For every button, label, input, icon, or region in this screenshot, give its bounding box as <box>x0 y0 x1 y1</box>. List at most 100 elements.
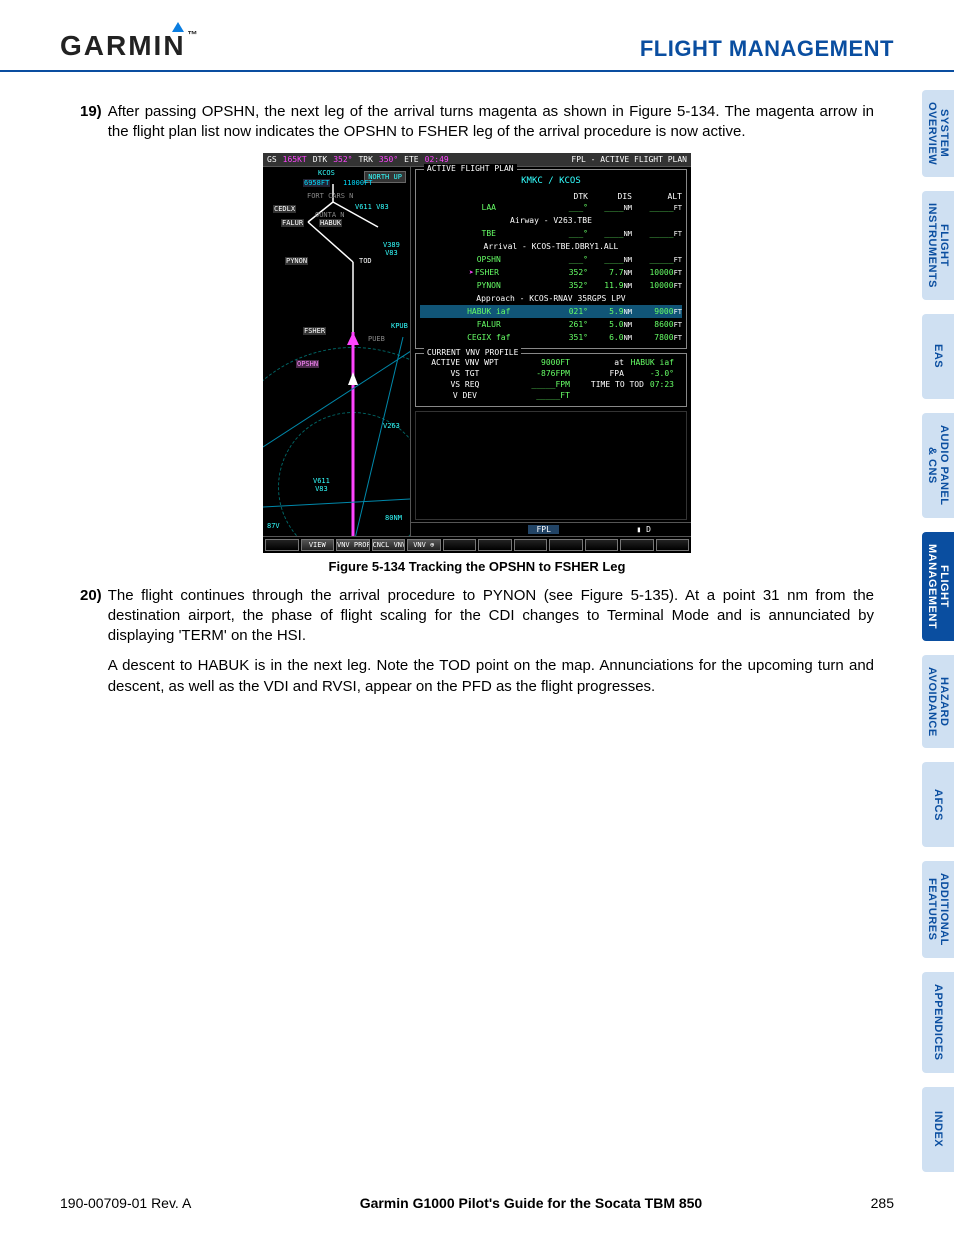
softkey[interactable]: VNV ⊕ <box>407 539 441 551</box>
vnv-r2-l2: FPA <box>570 369 630 378</box>
gs-value: 165KT <box>283 155 307 164</box>
figure-5-134: GS 165KT DTK 352° TRK 350° ETE 02:49 FPL… <box>80 153 874 574</box>
chapter-tab[interactable]: INDEX <box>922 1087 954 1172</box>
mfd-screenshot: GS 165KT DTK 352° TRK 350° ETE 02:49 FPL… <box>263 153 691 553</box>
chapter-tab[interactable]: AUDIO PANEL & CNS <box>922 413 954 517</box>
hdr-alt: ALT <box>632 192 682 201</box>
mfd-right-panel: ACTIVE FLIGHT PLAN KMKC / KCOS DTK DIS A… <box>411 167 691 536</box>
orig-dest: KMKC / KCOS <box>420 176 682 186</box>
chapter-tab[interactable]: HAZARD AVOIDANCE <box>922 655 954 749</box>
mfd-map: NORTH UP <box>263 167 411 536</box>
paragraph-20b: 20) A descent to HABUK is in the next le… <box>80 656 874 697</box>
map-kcos: KCOS <box>318 169 335 177</box>
fp-row: Arrival - KCOS-TBE.DBRY1.ALL <box>420 240 682 253</box>
fp-row: Airway - V263.TBE <box>420 214 682 227</box>
garmin-triangle-icon <box>172 22 184 32</box>
vnv-r1-v: 9000FT <box>510 358 570 367</box>
afp-title: ACTIVE FLIGHT PLAN <box>424 164 517 173</box>
map-fsher: FSHER <box>303 327 326 335</box>
map-fortcarson: FORT CARS N <box>307 192 353 200</box>
para20-text: The flight continues through the arrival… <box>108 586 874 647</box>
hdr-dis: DIS <box>588 192 632 201</box>
chapter-tabs: SYSTEM OVERVIEW FLIGHT INSTRUMENTS EAS AUDI… <box>922 90 954 1172</box>
map-87v: 87V <box>267 522 280 530</box>
vnv-r1-l2: at <box>570 358 630 367</box>
vnv-row-3: VS REQ _____FPM TIME TO TOD 07:23 <box>420 380 682 389</box>
vnv-r3-l2: TIME TO TOD <box>570 380 650 389</box>
trk-label: TRK <box>358 155 372 164</box>
hdr-dtk: DTK <box>548 192 588 201</box>
para20b-text: A descent to HABUK is in the next leg. N… <box>108 656 874 697</box>
vnv-r1-l: ACTIVE VNV WPT <box>420 358 510 367</box>
vnv-row-4: V DEV _____FT <box>420 391 682 400</box>
footer-docnum: 190-00709-01 Rev. A <box>60 1195 191 1211</box>
chapter-tab[interactable]: AFCS <box>922 762 954 847</box>
fp-row: TBE___°____NM_____FT <box>420 227 682 240</box>
trk-value: 350° <box>379 155 398 164</box>
active-flight-plan-panel: ACTIVE FLIGHT PLAN KMKC / KCOS DTK DIS A… <box>415 169 687 349</box>
softkey <box>265 539 299 551</box>
mfd-body: NORTH UP <box>263 167 691 536</box>
vnv-profile-panel: CURRENT VNV PROFILE ACTIVE VNV WPT 9000F… <box>415 353 687 407</box>
legend-fpl: FPL <box>528 525 558 534</box>
map-v389: V389 V83 <box>383 241 400 257</box>
vnv-title: CURRENT VNV PROFILE <box>424 348 522 357</box>
softkey[interactable]: CNCL VNV <box>372 539 406 551</box>
chapter-tab[interactable]: EAS <box>922 314 954 399</box>
fp-row: Approach - KCOS-RNAV 35RGPS LPV <box>420 292 682 305</box>
chapter-tab[interactable]: APPENDICES <box>922 972 954 1073</box>
vnv-r3-l: VS REQ <box>420 380 510 389</box>
fp-row: HABUK iaf021°5.9NM9000FT <box>420 305 682 318</box>
para19-number: 19) <box>80 102 102 143</box>
garmin-logo-text: GARMIN <box>60 30 186 61</box>
para19-text: After passing OPSHN, the next leg of the… <box>108 102 874 143</box>
fp-row: ➤FSHER352°7.7NM10000FT <box>420 266 682 279</box>
page-footer: 190-00709-01 Rev. A Garmin G1000 Pilot's… <box>60 1195 894 1211</box>
gs-label: GS <box>267 155 277 164</box>
map-alt2: 11000FT <box>343 179 373 187</box>
vnv-r2-l: VS TGT <box>420 369 510 378</box>
chapter-tab[interactable]: FLIGHT INSTRUMENTS <box>922 191 954 300</box>
map-v83b: V611 V83 <box>313 477 330 493</box>
softkey <box>549 539 583 551</box>
vnv-r2-v2: -3.0° <box>630 369 682 378</box>
fp-row: OPSHN___°____NM_____FT <box>420 253 682 266</box>
vnv-row-2: VS TGT -876FPM FPA -3.0° <box>420 369 682 378</box>
footer-pagenum: 285 <box>871 1195 894 1211</box>
softkey <box>656 539 690 551</box>
vnv-row-1: ACTIVE VNV WPT 9000FT at HABUK iaf <box>420 358 682 367</box>
fp-column-headers: DTK DIS ALT <box>420 192 682 201</box>
paragraph-19: 19) After passing OPSHN, the next leg of… <box>80 102 874 143</box>
map-vb3: V611 V83 <box>355 203 389 211</box>
fp-row: FALUR261°5.0NM8600FT <box>420 318 682 331</box>
content-area: 19) After passing OPSHN, the next leg of… <box>0 72 954 697</box>
map-ountain: OUNTA N <box>315 211 345 219</box>
legend-d: D <box>646 525 651 534</box>
fpl-title: FPL - ACTIVE FLIGHT PLAN <box>571 155 687 164</box>
map-kpub: KPUB <box>391 322 408 330</box>
map-opshn: OPSHN <box>296 360 319 368</box>
paragraph-20: 20) The flight continues through the arr… <box>80 586 874 647</box>
vnv-r4-l: V DEV <box>420 391 510 400</box>
vnv-r3-v2: 07:23 <box>650 380 682 389</box>
vnv-r4-v: _____FT <box>510 391 570 400</box>
chapter-tab[interactable]: ADDITIONAL FEATURES <box>922 861 954 958</box>
softkey-bar: VIEWVNV PROFCNCL VNVVNV ⊕ <box>263 536 691 553</box>
fp-row: CEGIX faf351°6.0NM7800FT <box>420 331 682 344</box>
map-range: 80NM <box>383 514 404 522</box>
softkey[interactable]: VNV PROF <box>336 539 370 551</box>
vnv-r1-v2: HABUK iaf <box>630 358 682 367</box>
figure-caption: Figure 5-134 Tracking the OPSHN to FSHER… <box>80 559 874 574</box>
map-tod: TOD <box>359 257 372 265</box>
blank-panel <box>415 411 687 520</box>
map-cedlx: CEDLX <box>273 205 296 213</box>
page-group-bar: FPL ▮ D <box>411 522 691 536</box>
softkey[interactable]: VIEW <box>301 539 335 551</box>
dtk-label: DTK <box>313 155 327 164</box>
chapter-tab[interactable]: SYSTEM OVERVIEW <box>922 90 954 177</box>
chapter-tab[interactable]: FLIGHT MANAGEMENT <box>922 532 954 641</box>
map-pueblo: PUEB <box>368 335 385 343</box>
section-title: FLIGHT MANAGEMENT <box>640 36 894 62</box>
fp-rows: LAA___°____NM_____FTAirway - V263.TBE TB… <box>420 201 682 344</box>
map-falur: FALUR <box>281 219 304 227</box>
